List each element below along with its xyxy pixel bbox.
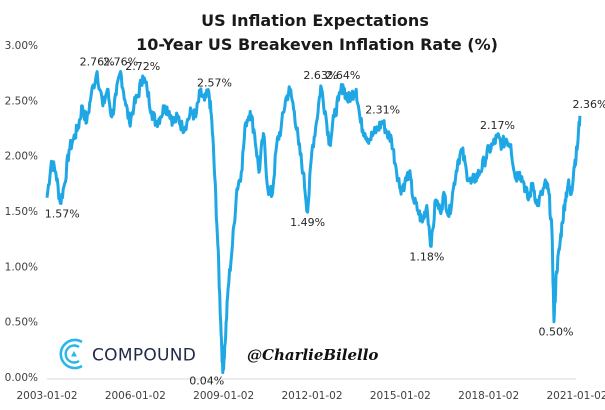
chart-title: US Inflation Expectations <box>201 11 429 30</box>
data-label: 1.49% <box>290 216 325 229</box>
y-tick-label: 1.50% <box>5 206 38 218</box>
x-tick-label: 2006-01-02 <box>105 390 166 402</box>
data-label: 2.36% <box>572 98 605 111</box>
x-tick-label: 2003-01-02 <box>16 390 77 402</box>
compound-logo-icon <box>59 338 83 370</box>
x-tick-label: 2009-01-02 <box>193 390 254 402</box>
compound-logo-triangle <box>71 351 77 357</box>
data-label: 1.57% <box>45 207 80 220</box>
data-label: 2.17% <box>480 119 515 132</box>
y-axis: 0.00% 0.50% 1.00% 1.50% 2.00% 2.50% 3.00% <box>5 40 38 384</box>
x-tick-label: 2012-01-02 <box>281 390 342 402</box>
data-label: 2.72% <box>125 60 160 73</box>
series-line <box>45 70 582 375</box>
y-tick-label: 0.50% <box>5 317 38 329</box>
compound-logo-inner-ring <box>64 344 80 364</box>
data-label: 0.50% <box>539 326 574 339</box>
y-tick-label: 3.00% <box>5 40 38 52</box>
data-label: 2.57% <box>197 77 232 90</box>
data-label: 2.31% <box>365 103 400 116</box>
annotations: 2.76%2.76%2.72%2.57%1.57%0.04%1.49%2.63%… <box>45 56 605 388</box>
compound-logo-text: COMPOUND <box>92 346 196 366</box>
y-tick-label: 2.50% <box>5 95 38 107</box>
author-handle: @CharlieBilello <box>247 346 378 364</box>
data-label: 2.76% <box>80 56 115 69</box>
data-label: 2.76% <box>103 56 138 69</box>
data-label: 1.18% <box>409 250 444 263</box>
series-group <box>45 70 582 375</box>
x-tick-label: 2018-01-02 <box>458 390 519 402</box>
y-tick-label: 0.00% <box>5 372 38 384</box>
compound-logo: COMPOUND <box>59 338 196 370</box>
data-label: 0.04% <box>189 375 224 388</box>
x-tick-label: 2021-01-02 <box>546 390 605 402</box>
x-tick-label: 2015-01-02 <box>370 390 431 402</box>
data-label: 2.64% <box>325 69 360 82</box>
y-tick-label: 2.00% <box>5 151 38 163</box>
y-tick-label: 1.00% <box>5 261 38 273</box>
data-label: 2.63% <box>303 69 338 82</box>
x-axis: 2003-01-02 2006-01-02 2009-01-02 2012-01-02… <box>16 390 605 402</box>
chart-subtitle: 10-Year US Breakeven Inflation Rate (%) <box>136 35 498 54</box>
